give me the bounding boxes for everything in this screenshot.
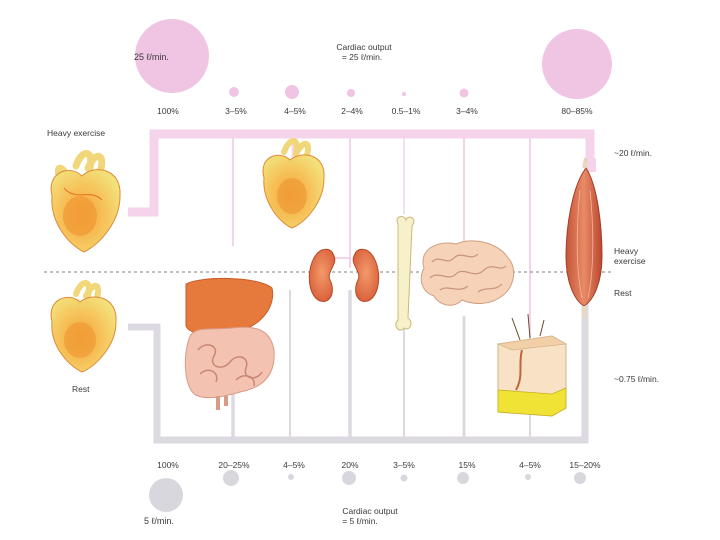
kidneys-illustration [308, 248, 380, 302]
rest-pct-gut: 20–25% [218, 460, 250, 470]
divider-rest-label: Rest [614, 288, 632, 298]
exercise-pct-heart: 4–5% [284, 106, 306, 116]
rest-pct-muscle: 15–20% [569, 460, 601, 470]
heart-rest-illustration [50, 280, 117, 373]
rest-flow-circles [149, 470, 586, 512]
exercise-pct-muscle: 80–85% [561, 106, 593, 116]
heart-organ-illustration [262, 138, 325, 229]
exercise-muscle-flow-label: ~20 ℓ/min. [614, 148, 652, 158]
rest-circle-gut [223, 470, 239, 486]
rest-total-flow-label: 5 ℓ/min. [144, 516, 174, 526]
exercise-circle-muscle [542, 29, 612, 99]
rest-pct-kidney: 20% [341, 460, 359, 470]
exercise-pct-gut: 3–5% [225, 106, 247, 116]
exercise-circle-bone [402, 92, 406, 96]
exercise-cardiac-output-line2: = 25 ℓ/min. [341, 52, 383, 62]
rest-pct-skin: 4–5% [519, 460, 541, 470]
rest-circle-brain [457, 472, 469, 484]
rest-pct-heart: 4–5% [283, 460, 305, 470]
rest-circle-heart [288, 474, 294, 480]
divider-heavy-label-line1: Heavy [614, 246, 639, 256]
rest-pct-total: 100% [157, 460, 179, 470]
brain-illustration [420, 240, 515, 306]
rest-total-circle [149, 478, 183, 512]
exercise-circle-gut [229, 87, 239, 97]
rest-side-label: Rest [72, 384, 90, 394]
exercise-circle-kidney [347, 89, 355, 97]
rest-pct-brain: 15% [458, 460, 476, 470]
exercise-circle-heart [285, 85, 299, 99]
exercise-total-circle [135, 19, 209, 93]
exercise-pct-kidney: 2–4% [341, 106, 363, 116]
rest-circle-muscle [574, 472, 586, 484]
exercise-flow-circles [135, 19, 612, 99]
rest-circle-skin [525, 474, 531, 480]
exercise-pct-brain: 3–4% [456, 106, 478, 116]
rest-circle-bone [400, 474, 408, 482]
rest-circle-kidney [342, 471, 356, 485]
bone-illustration [395, 216, 415, 331]
skin-illustration [496, 313, 568, 417]
exercise-pct-total: 100% [157, 106, 179, 116]
skeletal-muscle-illustration [565, 157, 603, 319]
exercise-flow-pipes [128, 129, 596, 340]
heavy-exercise-side-label: Heavy exercise [47, 128, 106, 138]
rest-muscle-flow-label: ~0.75 ℓ/min. [614, 374, 660, 384]
exercise-total-flow-label: 25 ℓ/min. [134, 52, 169, 62]
exercise-circle-brain [459, 88, 469, 98]
rest-pct-bone: 3–5% [393, 460, 415, 470]
exercise-pct-bone: 0.5–1% [391, 106, 421, 116]
rest-flow-pipes [128, 285, 589, 444]
heart-heavy-exercise-illustration [50, 150, 121, 253]
liver-intestine-illustration [184, 277, 275, 410]
rest-cardiac-output-line1: Cardiac output [342, 506, 398, 516]
divider-heavy-label-line2: exercise [614, 256, 646, 266]
rest-cardiac-output-line2: = 5 ℓ/min. [342, 516, 378, 526]
exercise-cardiac-output-line1: Cardiac output [336, 42, 392, 52]
